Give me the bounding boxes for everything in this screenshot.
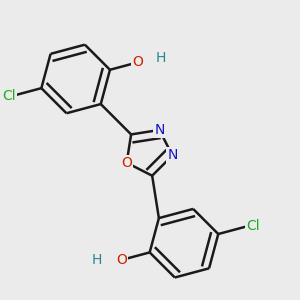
Text: N: N bbox=[167, 148, 178, 163]
Text: H: H bbox=[156, 51, 166, 65]
Text: Cl: Cl bbox=[3, 89, 16, 103]
Text: O: O bbox=[121, 156, 132, 170]
Text: O: O bbox=[132, 55, 143, 69]
Text: Cl: Cl bbox=[246, 219, 260, 233]
Text: N: N bbox=[154, 123, 165, 137]
Text: O: O bbox=[116, 253, 127, 267]
Text: H: H bbox=[92, 253, 102, 267]
